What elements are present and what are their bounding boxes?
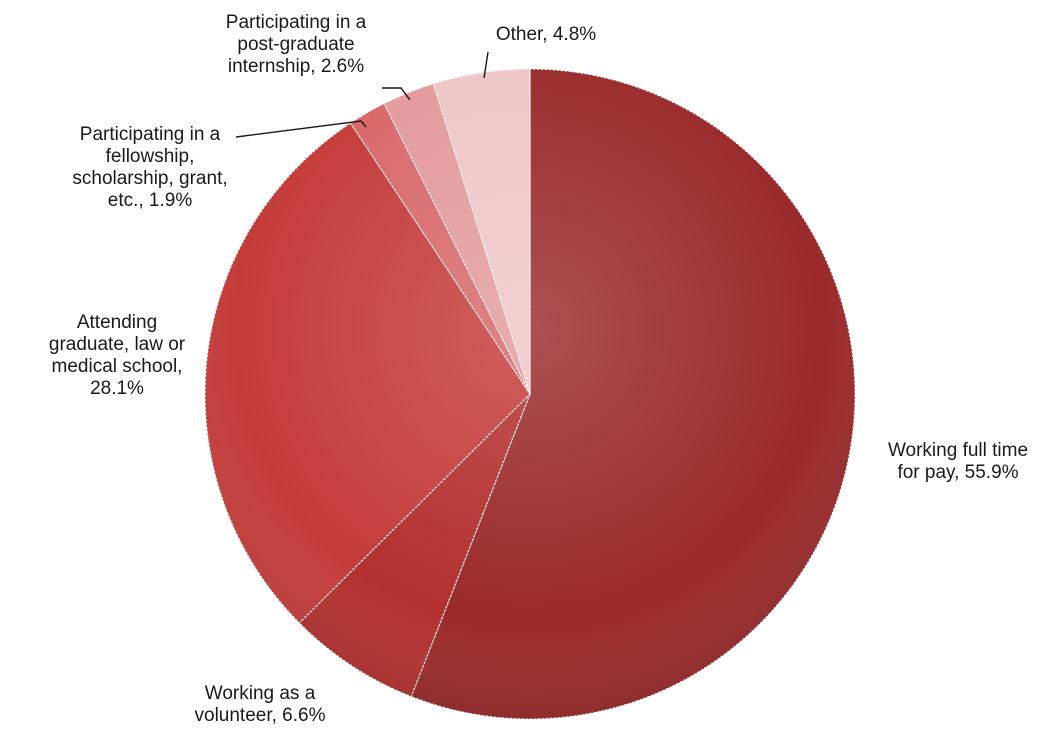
slice-label-line: internship, 2.6%	[228, 56, 364, 77]
slice-label-line: graduate, law or	[49, 334, 186, 355]
pie-labels: Working full time for pay, 55.9% Working a…	[49, 12, 1028, 726]
slice-label-line: post-graduate	[237, 34, 354, 55]
pie-slices	[204, 68, 856, 720]
slice-label-line: Working as a	[205, 683, 316, 704]
slice-label-5: Participating in a post-graduate internshi…	[226, 12, 367, 77]
leader-line-5	[382, 87, 411, 101]
leader-line-4	[235, 120, 367, 138]
slice-label-line: Participating in a	[80, 124, 221, 145]
slice-label-line: Other, 4.8%	[496, 24, 596, 45]
slice-label-3: Attending graduate, law or medical school,…	[49, 312, 186, 399]
slice-label-2: Working as a volunteer, 6.6%	[195, 683, 326, 726]
slice-label-line: fellowship,	[106, 146, 195, 167]
slice-label-line: for pay, 55.9%	[897, 462, 1018, 483]
leader-lines	[235, 51, 489, 138]
slice-label-line: medical school,	[52, 356, 183, 377]
slice-label-line: scholarship, grant,	[72, 168, 227, 189]
slice-label-line: etc., 1.9%	[108, 190, 193, 211]
slice-label-line: Working full time	[888, 440, 1028, 461]
slice-label-line: 28.1%	[90, 378, 144, 399]
slice-label-line: volunteer, 6.6%	[195, 705, 326, 726]
slice-label-line: Attending	[77, 312, 157, 333]
pie-shine-overlay	[205, 69, 855, 719]
slice-label-6: Other, 4.8%	[496, 24, 596, 45]
slice-label-1: Working full time for pay, 55.9%	[888, 440, 1028, 483]
slice-label-4: Participating in a fellowship, scholarship…	[72, 124, 227, 211]
leader-line-6	[483, 51, 489, 79]
slice-label-line: Participating in a	[226, 12, 367, 33]
